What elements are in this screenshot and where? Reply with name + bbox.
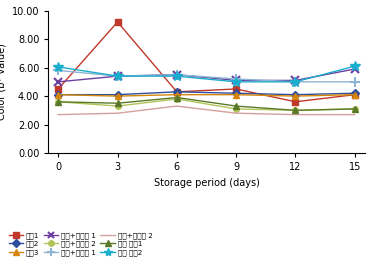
Y-axis label: Color (b* value): Color (b* value) xyxy=(0,43,6,120)
Legend: 백미1, 백미2, 백미3, 백미+소맥분 1, 백미+소맥분 2, 백미+전분당 1, 백미+전분당 2, 기타 재료1, 기타 재료2: 백미1, 백미2, 백미3, 백미+소맥분 1, 백미+소맥분 2, 백미+전분… xyxy=(7,230,154,258)
X-axis label: Storage period (days): Storage period (days) xyxy=(154,178,259,188)
